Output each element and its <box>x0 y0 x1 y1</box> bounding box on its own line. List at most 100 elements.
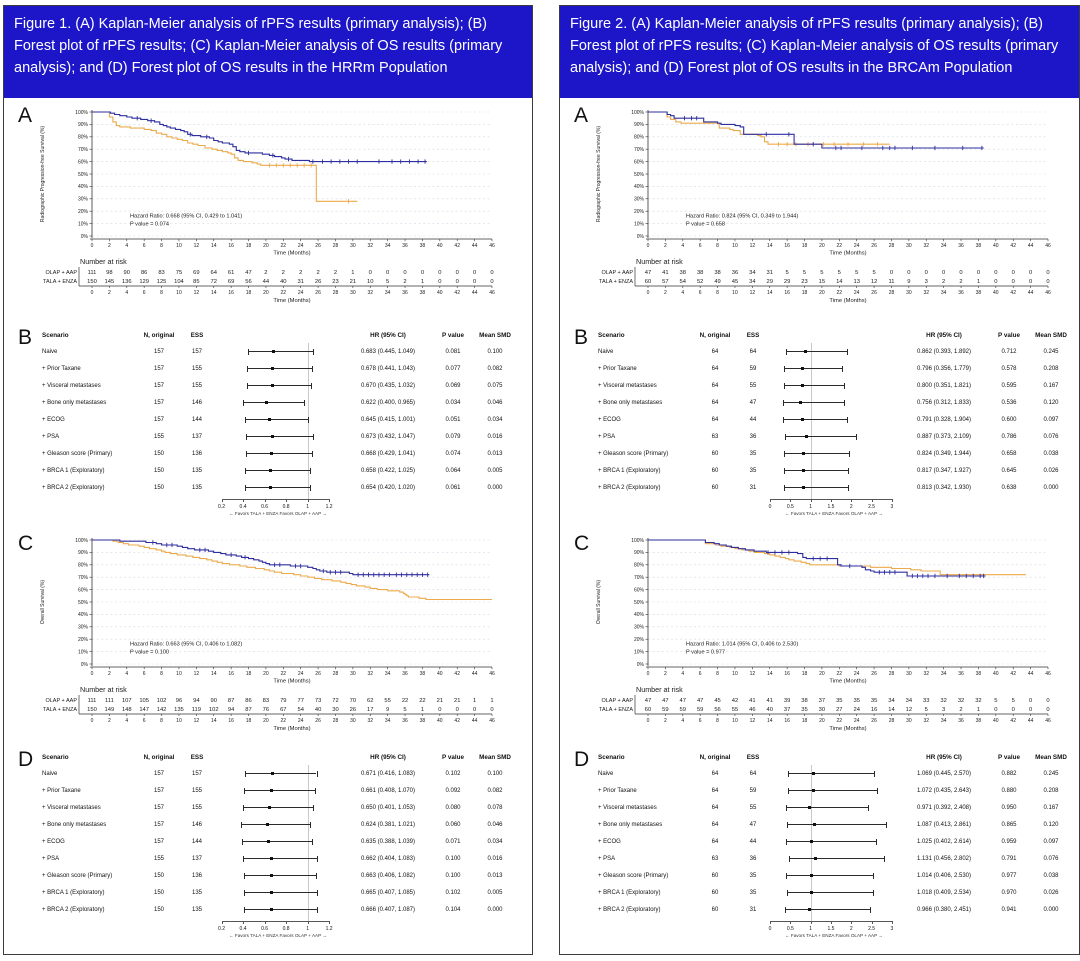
svg-text:0: 0 <box>1012 707 1015 713</box>
svg-text:111: 111 <box>88 270 97 276</box>
svg-text:20: 20 <box>263 243 269 249</box>
svg-text:P value = 0.074: P value = 0.074 <box>130 221 169 227</box>
svg-text:0: 0 <box>994 707 997 713</box>
svg-text:38: 38 <box>420 290 426 296</box>
svg-text:40: 40 <box>993 243 999 249</box>
svg-text:8: 8 <box>160 290 163 296</box>
svg-text:0: 0 <box>473 270 476 276</box>
svg-text:12: 12 <box>906 707 912 713</box>
svg-text:10%: 10% <box>634 221 645 227</box>
svg-text:8: 8 <box>160 243 163 249</box>
panel-letter: C <box>574 532 590 555</box>
svg-text:0: 0 <box>925 270 928 276</box>
forest-row: + ECOG 157 144 0.645 (0.415, 1.001) 0.051 0.0… <box>42 416 503 423</box>
svg-text:44: 44 <box>472 671 478 677</box>
svg-text:6: 6 <box>699 243 702 249</box>
svg-text:42: 42 <box>454 290 460 296</box>
svg-text:32: 32 <box>923 290 929 296</box>
svg-text:34: 34 <box>385 243 391 249</box>
forest-row: + Visceral metastases 64 55 0.800 (0.351, 1… <box>598 382 1059 389</box>
svg-text:6: 6 <box>699 290 702 296</box>
svg-text:20%: 20% <box>634 637 645 643</box>
svg-text:30: 30 <box>906 671 912 677</box>
svg-text:80%: 80% <box>634 563 645 569</box>
svg-text:1: 1 <box>351 270 354 276</box>
svg-text:38: 38 <box>714 270 720 276</box>
svg-text:16: 16 <box>228 718 234 724</box>
svg-text:0%: 0% <box>637 662 645 668</box>
svg-text:37: 37 <box>784 707 790 713</box>
svg-text:24: 24 <box>853 707 860 713</box>
svg-text:40: 40 <box>437 243 443 249</box>
svg-text:1: 1 <box>977 279 980 285</box>
forest-row: Naive 157 157 0.683 (0.445, 1.049) 0.081 0.10… <box>42 348 503 355</box>
forest-row: + BRCA 1 (Exploratory) 60 35 1.018 (0.409, … <box>598 889 1059 896</box>
svg-text:0: 0 <box>1012 279 1015 285</box>
svg-text:73: 73 <box>315 698 321 704</box>
svg-text:8: 8 <box>716 671 719 677</box>
svg-text:Hazard Ratio: 0.668 (95% CI, 0: Hazard Ratio: 0.668 (95% CI, 0.429 to 1.… <box>130 213 242 219</box>
forest-body: Naive 64 64 1.069 (0.445, 2.570) 0.882 0.245 +… <box>570 765 1075 924</box>
svg-text:62: 62 <box>367 698 373 704</box>
svg-text:18: 18 <box>246 243 252 249</box>
forest-row: + BRCA 1 (Exploratory) 150 135 0.665 (0.407… <box>42 889 503 896</box>
svg-text:26: 26 <box>350 707 356 713</box>
svg-text:75: 75 <box>176 270 182 276</box>
svg-text:2: 2 <box>108 243 111 249</box>
svg-text:90%: 90% <box>634 122 645 128</box>
svg-text:22: 22 <box>837 718 843 724</box>
svg-text:18: 18 <box>246 718 252 724</box>
svg-text:0: 0 <box>994 279 997 285</box>
svg-text:42: 42 <box>454 671 460 677</box>
svg-text:34: 34 <box>941 290 947 296</box>
svg-text:5: 5 <box>872 270 875 276</box>
svg-text:6: 6 <box>143 290 146 296</box>
svg-text:147: 147 <box>139 707 149 713</box>
svg-text:10: 10 <box>367 279 373 285</box>
forest-row: + BRCA 2 (Exploratory) 60 31 0.966 (0.380, … <box>598 906 1059 913</box>
svg-text:50%: 50% <box>634 172 645 178</box>
svg-text:36: 36 <box>732 270 738 276</box>
svg-text:34: 34 <box>906 698 913 704</box>
svg-text:3: 3 <box>942 707 945 713</box>
svg-text:10%: 10% <box>78 649 89 655</box>
forest-row: + ECOG 64 44 1.025 (0.402, 2.614) 0.959 0.097 <box>598 838 1059 845</box>
svg-text:39: 39 <box>784 698 790 704</box>
forest-row: + Bone only metastases 64 47 0.756 (0.312, … <box>598 399 1059 406</box>
svg-text:0: 0 <box>647 671 650 677</box>
svg-text:TALA + ENZA: TALA + ENZA <box>599 279 633 285</box>
forest-row: + BRCA 2 (Exploratory) 150 135 0.654 (0.420… <box>42 484 503 491</box>
svg-text:0: 0 <box>647 243 650 249</box>
svg-text:0: 0 <box>1029 707 1032 713</box>
svg-text:4: 4 <box>681 671 684 677</box>
svg-text:0%: 0% <box>81 234 89 240</box>
figure-1-panel-c-km-os: C 0% 10% 20% 30% 40% 50% 60% 70% 80% 90% 100% Overal… <box>4 530 532 744</box>
svg-text:30: 30 <box>350 671 356 677</box>
svg-text:0: 0 <box>1046 279 1049 285</box>
svg-text:102: 102 <box>157 698 167 704</box>
svg-text:36: 36 <box>402 243 408 249</box>
figure-2-panel-d-forest-os: D Scenario N, original ESS HR (95% CI) P valu… <box>560 746 1079 950</box>
svg-text:6: 6 <box>143 243 146 249</box>
svg-text:47: 47 <box>662 698 668 704</box>
svg-text:2: 2 <box>316 270 319 276</box>
svg-text:P value = 0.658: P value = 0.658 <box>686 221 725 227</box>
favors-label: ← Favors TALA + ENZA Favors OLAP + AAP → <box>785 933 883 938</box>
svg-text:67: 67 <box>280 707 286 713</box>
svg-text:2: 2 <box>299 270 302 276</box>
km-curve-olap <box>648 111 890 145</box>
svg-text:34: 34 <box>888 698 895 704</box>
svg-text:20%: 20% <box>78 637 89 643</box>
forest-row: + PSA 155 137 0.662 (0.404, 1.083) 0.100 0.01… <box>42 855 503 862</box>
svg-text:34: 34 <box>749 279 756 285</box>
svg-text:72: 72 <box>211 279 217 285</box>
svg-text:Time (Months): Time (Months) <box>273 298 310 304</box>
svg-text:5: 5 <box>403 707 406 713</box>
favors-label: ← Favors TALA + ENZA Favors OLAP + AAP → <box>785 511 883 516</box>
svg-text:2: 2 <box>664 243 667 249</box>
svg-text:100%: 100% <box>75 538 88 544</box>
svg-text:69: 69 <box>228 279 234 285</box>
svg-text:Time (Months): Time (Months) <box>829 679 866 685</box>
forest-row: + Gleason score (Primary) 150 136 0.668 (0.… <box>42 450 503 457</box>
svg-text:30: 30 <box>350 290 356 296</box>
